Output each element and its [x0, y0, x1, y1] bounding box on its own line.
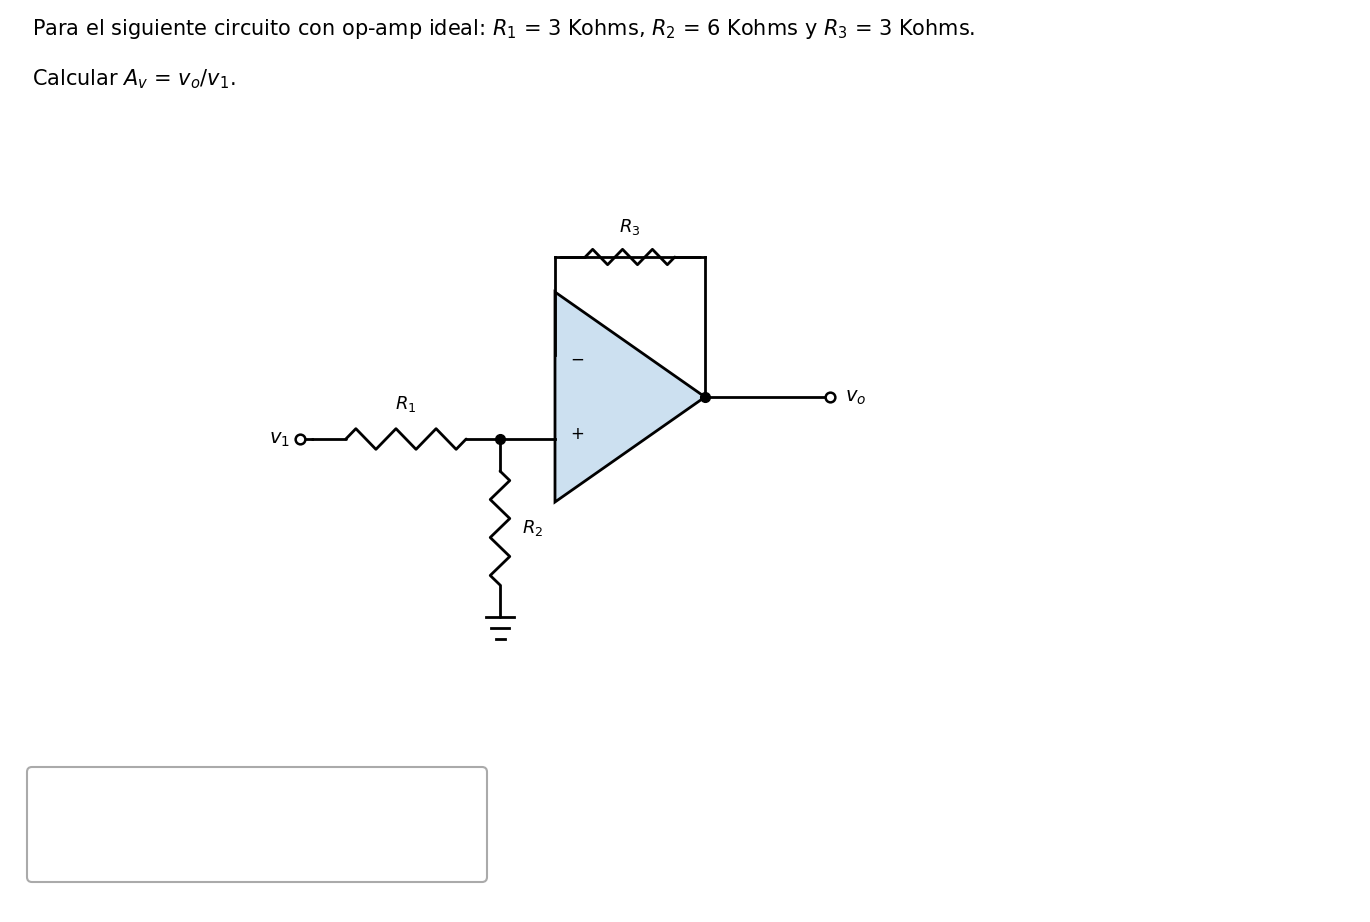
Text: $v_o$: $v_o$ — [845, 387, 866, 407]
Text: $R_2$: $R_2$ — [522, 518, 544, 538]
Text: $R_1$: $R_1$ — [396, 394, 416, 414]
Text: Para el siguiente circuito con op-amp ideal: $R_1$ = 3 Kohms, $R_2$ = 6 Kohms y : Para el siguiente circuito con op-amp id… — [32, 17, 975, 41]
Text: $v_1$: $v_1$ — [269, 430, 290, 448]
Text: Calcular $A_v$ = $v_o$/$v_1$.: Calcular $A_v$ = $v_o$/$v_1$. — [32, 67, 236, 90]
Text: $R_3$: $R_3$ — [619, 217, 641, 237]
Text: −: − — [570, 351, 584, 369]
FancyBboxPatch shape — [27, 767, 486, 882]
Text: +: + — [570, 425, 584, 443]
Polygon shape — [555, 292, 706, 502]
